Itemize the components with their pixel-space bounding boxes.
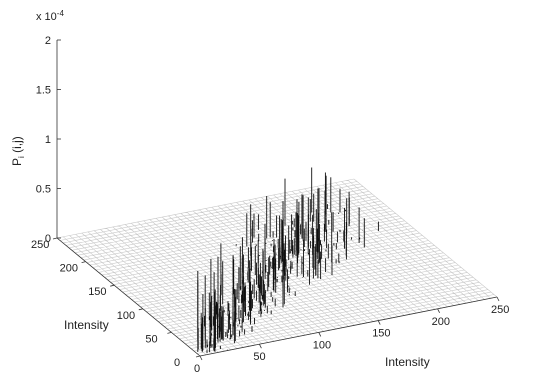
x-tick: [259, 344, 262, 349]
z-multiplier: x 10-4: [36, 9, 64, 23]
surface-spikes: [197, 167, 379, 354]
x-tick: [199, 355, 203, 361]
x-tick-label: 50: [253, 351, 265, 363]
y-tick: [52, 237, 58, 240]
axes: [52, 39, 500, 361]
y-tick-label: 100: [117, 310, 135, 322]
y-tick-label: 250: [31, 239, 49, 251]
y-tick: [138, 308, 143, 311]
x-tick-label: 100: [313, 339, 331, 351]
y-tick: [195, 355, 201, 358]
z-tick-label: 2: [45, 35, 51, 47]
x-axis-label: Intensity: [385, 355, 430, 369]
y-tick-label: 150: [88, 286, 106, 298]
x-tick: [377, 320, 381, 325]
y-tick: [110, 284, 115, 287]
z-axis-label: Pi (i,j): [10, 136, 26, 166]
x-tick: [437, 308, 440, 313]
z-tick-label: 0.5: [36, 184, 51, 196]
z-tick-label: 0: [45, 233, 51, 245]
x-tick-label: 0: [194, 363, 200, 374]
y-axis-label: Intensity: [64, 318, 109, 332]
z-tick-label: 1.5: [36, 85, 51, 97]
floor-grid: [56, 178, 498, 357]
y-tick: [167, 332, 172, 334]
z-tick-label: 1: [45, 134, 51, 146]
y-tick: [81, 261, 86, 263]
x-tick-label: 200: [432, 316, 450, 328]
x-axis-line: [199, 296, 498, 357]
x-tick-label: 150: [372, 328, 390, 340]
y-tick-label: 0: [174, 357, 180, 369]
x-tick: [496, 296, 500, 302]
x-tick-label: 250: [491, 304, 509, 316]
x-tick: [318, 332, 322, 337]
y-tick-label: 200: [60, 263, 78, 275]
y-axis-line: [56, 237, 201, 357]
y-tick-label: 50: [145, 333, 157, 345]
surface-mesh: [56, 178, 498, 357]
